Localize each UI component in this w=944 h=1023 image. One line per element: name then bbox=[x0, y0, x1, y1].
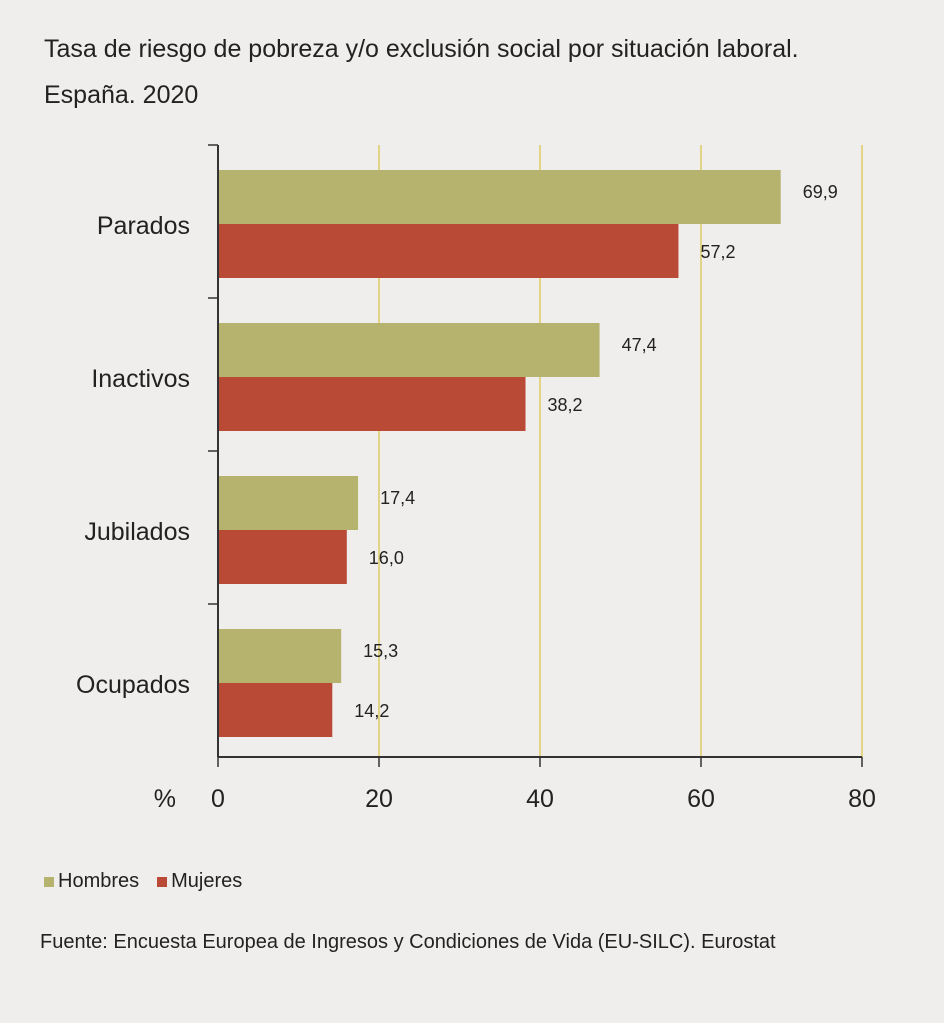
legend-label-mujeres: Mujeres bbox=[171, 870, 243, 892]
data-label: 16,0 bbox=[369, 548, 404, 568]
x-tick-label: 80 bbox=[848, 785, 876, 813]
bar-mujeres-jubilados bbox=[218, 530, 347, 584]
bar-chart: 69,9 57,2 Parados 47,4 38,2 Inactivos 17,4 16,0… bbox=[76, 144, 876, 813]
bar-hombres-parados bbox=[218, 170, 781, 224]
data-label: 15,3 bbox=[363, 641, 398, 661]
bar-hombres-inactivos bbox=[218, 323, 600, 377]
chart-title: Tasa de riesgo de pobreza y/o exclusión … bbox=[44, 35, 799, 109]
x-tick-label: 20 bbox=[365, 785, 393, 813]
data-label: 38,2 bbox=[548, 395, 583, 415]
legend: Hombres Mujeres bbox=[44, 870, 242, 893]
legend-swatch-hombres bbox=[44, 876, 54, 887]
bar-mujeres-ocupados bbox=[218, 683, 333, 737]
bar-hombres-ocupados bbox=[218, 629, 342, 683]
x-tick-label: 40 bbox=[526, 785, 554, 813]
legend-item-hombres: Hombres bbox=[44, 870, 139, 893]
legend-swatch-mujeres bbox=[157, 876, 168, 887]
category-label: Parados bbox=[97, 212, 190, 240]
data-label: 57,2 bbox=[700, 242, 735, 262]
data-label: 47,4 bbox=[622, 335, 657, 355]
legend-item-mujeres: Mujeres bbox=[157, 870, 242, 893]
x-axis-label: % bbox=[154, 785, 176, 813]
data-label: 69,9 bbox=[803, 182, 838, 202]
x-tick-label: 60 bbox=[687, 785, 715, 813]
category-label: Ocupados bbox=[76, 671, 190, 699]
legend-label-hombres: Hombres bbox=[58, 870, 140, 892]
x-tick-label: 0 bbox=[211, 785, 225, 813]
source-note: Fuente: Encuesta Europea de Ingresos y C… bbox=[40, 931, 776, 953]
data-label: 14,2 bbox=[354, 701, 389, 721]
category-label: Jubilados bbox=[84, 518, 190, 546]
category-label: Inactivos bbox=[91, 365, 190, 393]
bar-mujeres-inactivos bbox=[218, 377, 526, 431]
bar-mujeres-parados bbox=[218, 224, 679, 278]
bar-hombres-jubilados bbox=[218, 476, 359, 530]
data-label: 17,4 bbox=[380, 488, 415, 508]
